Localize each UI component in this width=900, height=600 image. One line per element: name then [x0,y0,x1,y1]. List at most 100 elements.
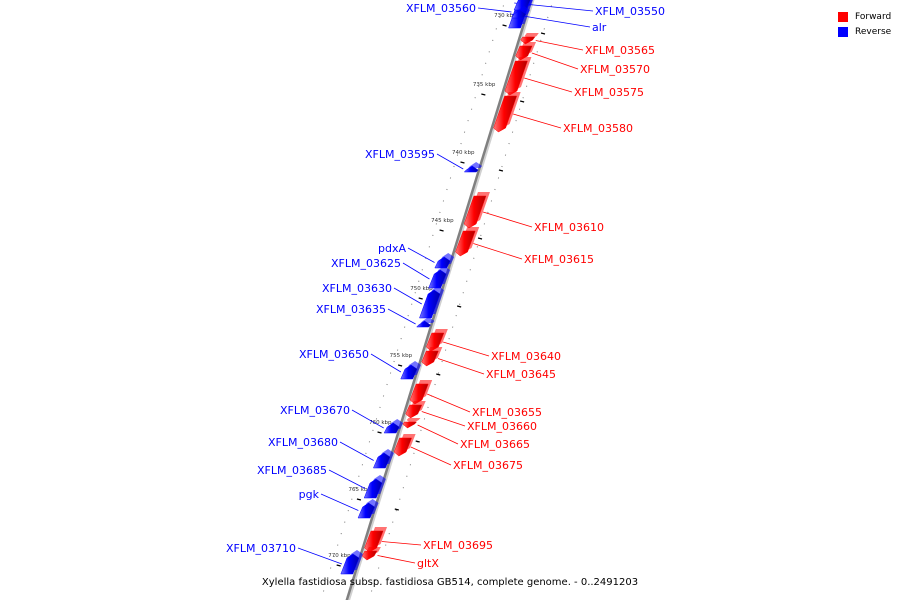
tick-mark-minor [415,440,420,443]
gene-arrow [383,422,400,434]
gene-XFLM_03640[interactable] [426,329,448,352]
gene-XFLM_03660[interactable] [405,401,426,419]
gene-arrow [455,230,476,257]
backbone-shadow [347,0,535,600]
gene-features [340,0,539,575]
label-connector [437,358,485,375]
tick-mark [481,93,486,96]
gene-label[interactable]: XFLM_03615 [524,253,594,266]
label-connector [531,52,579,70]
gene-pgk[interactable] [357,499,379,519]
label-connector [339,441,374,461]
gene-arrow [493,95,518,133]
label-connector [351,409,384,429]
label-connector [410,446,452,466]
gene-label[interactable]: XFLM_03580 [563,122,633,135]
tick-label: 760 kbp [369,420,392,426]
gene-gltX[interactable] [361,547,381,561]
gene-label[interactable]: XFLM_03630 [322,282,392,295]
label-connector [377,555,416,564]
gene-label[interactable]: gltX [417,557,439,570]
gene-XFLM_03595[interactable] [463,162,483,173]
gene-label[interactable]: XFLM_03570 [580,63,650,76]
gene-label[interactable]: XFLM_03575 [574,86,644,99]
gene-label[interactable]: XFLM_03680 [268,436,338,449]
gene-XFLM_03685[interactable] [363,475,387,499]
gene-pdxA[interactable] [434,253,455,269]
gene-label[interactable]: XFLM_03610 [534,221,604,234]
gene-XFLM_03635[interactable] [416,317,435,328]
gene-arrow [463,195,487,229]
tick-label: 750 kbp [410,286,433,292]
gene-XFLM_03670[interactable] [383,419,404,434]
label-connector [370,353,402,373]
gene-XFLM_03710[interactable] [340,550,363,575]
legend: Forward Reverse [838,9,891,39]
tick-mark [397,364,403,367]
gene-arrow [405,404,423,419]
label-connector [421,411,466,427]
gene-XFLM_03630[interactable] [419,286,445,319]
gene-label[interactable]: XFLM_03685 [257,464,327,477]
label-connector [387,308,416,325]
legend-reverse: Reverse [838,24,891,39]
gene-arrow [428,269,447,289]
gene-XFLM_03695[interactable] [364,527,388,553]
gene-label[interactable]: XFLM_03595 [365,148,435,161]
label-connector [407,247,435,263]
gene-label[interactable]: XFLM_03550 [595,5,665,18]
gene-XFLM_03650[interactable] [400,361,422,380]
gene-arrow [421,350,439,367]
gene-label[interactable]: alr [592,21,607,34]
gene-XFLM_03645[interactable] [421,347,443,367]
tick-mark [336,564,341,567]
tick-label: 745 kbp [431,218,454,224]
gene-label[interactable]: XFLM_03695 [423,539,493,552]
tick-mark [418,297,423,300]
gene-label[interactable]: XFLM_03655 [472,406,542,419]
gene-label[interactable]: XFLM_03660 [467,420,537,433]
gene-label[interactable]: pdxA [378,242,406,255]
gene-arrow [416,320,431,328]
tick-mark-minor [436,373,441,376]
tick-label: 755 kbp [390,353,413,359]
gene-XFLM_03570[interactable] [515,42,537,61]
gene-label[interactable]: pgk [299,488,320,501]
label-connector [393,287,422,305]
label-connector [381,541,422,546]
gene-label[interactable]: XFLM_03665 [460,438,530,451]
tick-label: 735 kbp [473,82,496,88]
gene-label[interactable]: XFLM_03560 [406,2,476,15]
label-connector [477,7,512,13]
gene-label[interactable]: XFLM_03640 [491,350,561,363]
track-guide [320,0,506,600]
gene-label[interactable]: XFLM_03645 [486,368,556,381]
gene-label[interactable]: XFLM_03635 [316,303,386,316]
gene-XFLM_03610[interactable] [463,192,490,229]
tick-mark [460,161,465,164]
label-connector [524,77,573,93]
gene-label[interactable]: XFLM_03710 [226,542,296,555]
gene-XFLM_03580[interactable] [493,92,521,133]
gene-label[interactable]: XFLM_03565 [585,44,655,57]
gene-label[interactable]: XFLM_03675 [453,459,523,472]
gene-arrow [419,289,441,319]
gene-arrow [402,421,418,429]
gene-alr[interactable] [511,6,531,19]
label-connector [426,393,471,413]
gene-XFLM_03675[interactable] [393,434,416,457]
label-connector [297,547,343,565]
gene-XFLM_03625[interactable] [428,266,451,289]
gene-label[interactable]: XFLM_03650 [299,348,369,361]
gene-arrow [340,553,360,575]
gene-label[interactable]: XFLM_03670 [280,404,350,417]
track-guide [368,0,554,600]
gene-XFLM_03680[interactable] [373,449,394,469]
label-connector [328,469,366,489]
legend-forward: Forward [838,9,891,24]
gene-XFLM_03615[interactable] [455,227,480,257]
gene-arrow [463,165,479,173]
gene-label[interactable]: XFLM_03625 [331,257,401,270]
tick-label: 740 kbp [452,150,475,156]
gene-XFLM_03665[interactable] [402,418,421,429]
